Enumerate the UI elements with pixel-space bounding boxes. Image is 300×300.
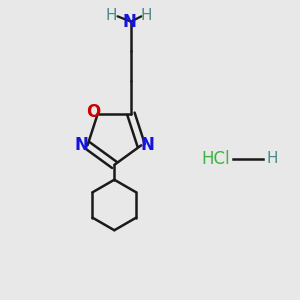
Text: HCl: HCl (201, 150, 230, 168)
Text: H: H (106, 8, 117, 23)
Text: N: N (122, 13, 136, 31)
Text: O: O (86, 103, 100, 121)
Text: N: N (140, 136, 154, 154)
Text: H: H (140, 8, 152, 23)
Text: N: N (75, 136, 88, 154)
Text: H: H (266, 152, 278, 166)
